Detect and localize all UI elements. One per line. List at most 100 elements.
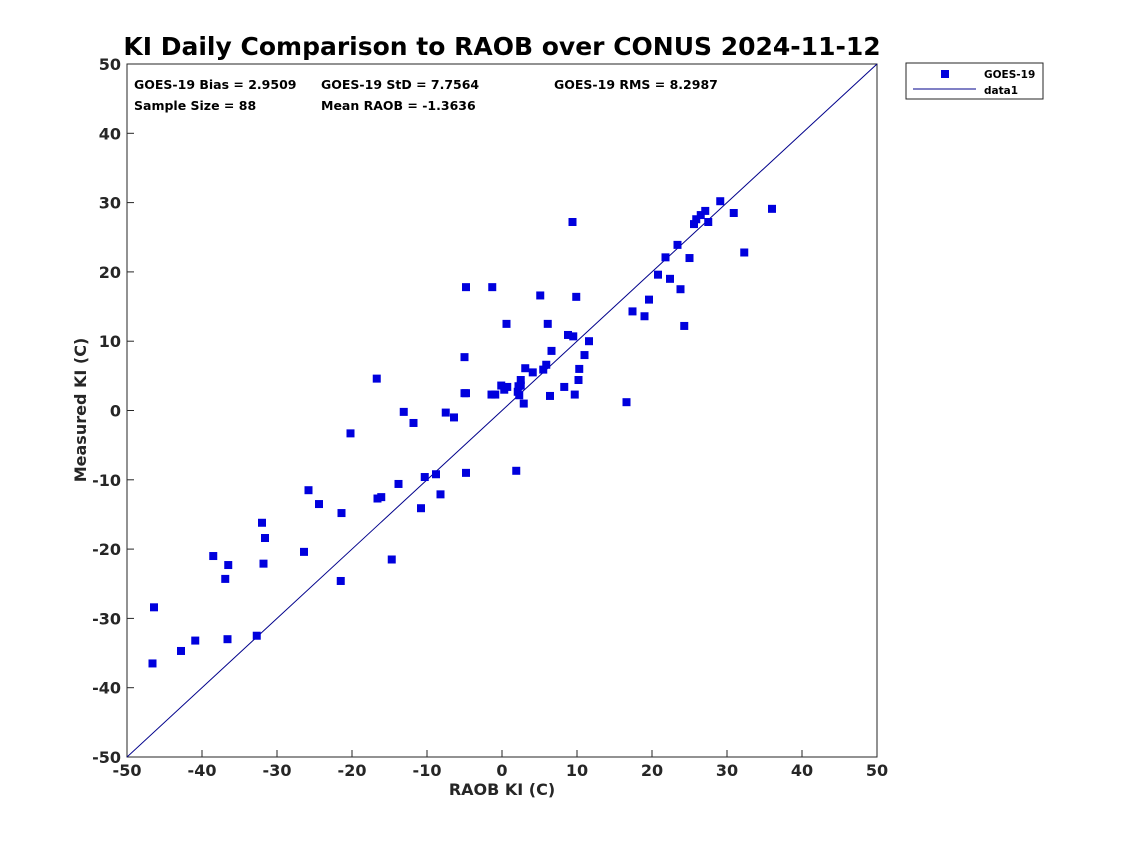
data-point [209,552,218,561]
data-point [491,390,500,399]
data-point [502,319,511,328]
data-point [729,208,738,217]
data-point [394,479,403,488]
data-point [569,332,578,341]
x-axis-label: RAOB KI (C) [449,780,555,799]
data-point [462,468,470,477]
reference-line [126,63,878,758]
x-tick-label: -30 [263,761,292,780]
data-point [536,291,545,300]
data-point [628,307,637,316]
y-tick-label: 20 [99,263,121,282]
data-point [409,418,418,427]
y-axis-label: Measured KI (C) [71,338,90,483]
data-point [680,321,689,330]
legend: GOES-19 data1 [905,62,1044,100]
legend-label-data1: data1 [984,85,1018,97]
data-point [387,555,396,564]
data-points [148,197,776,668]
data-point [716,197,725,206]
data-point [564,330,572,339]
data-point [150,603,158,612]
y-tick-label: 0 [110,402,121,421]
data-point [191,636,200,645]
legend-marker-goes19 [941,70,949,78]
data-point [462,283,470,292]
data-point [377,493,386,502]
data-point [503,382,512,391]
data-point [539,365,548,374]
data-point [337,509,346,518]
x-tick-label: -10 [413,761,442,780]
stat-rms: GOES-19 RMS = 8.2987 [554,77,718,92]
data-point [570,390,579,399]
data-point [441,408,450,417]
x-tick-label: 50 [866,761,888,780]
data-point [304,486,313,495]
data-point [580,351,589,360]
data-point [740,248,749,257]
y-tick-label: -40 [92,679,121,698]
data-point [690,220,698,229]
stat-mean-raob: Mean RAOB = -1.3636 [321,98,476,113]
data-point [512,466,521,475]
y-tick-label: 40 [99,124,121,143]
y-tick-label: -30 [92,609,121,628]
data-point [336,576,345,585]
data-point [661,253,670,262]
x-tick-label: -20 [338,761,367,780]
data-point [685,254,694,263]
data-point [223,635,232,644]
data-point [432,470,440,479]
x-tick-label: 20 [641,761,663,780]
data-point [436,490,445,499]
x-tick-label: 30 [716,761,738,780]
data-point [346,429,355,438]
data-point [575,364,584,373]
data-point [259,559,268,568]
data-point [568,218,577,227]
data-point [315,500,323,509]
data-point [148,659,157,668]
legend-label-goes19: GOES-19 [984,69,1035,81]
data-point [399,407,408,416]
data-point [666,274,674,283]
data-point [542,360,551,369]
data-point [622,398,631,407]
data-point [704,218,713,227]
y-tick-label: -10 [92,471,121,490]
data-point [547,346,556,355]
y-tick-label: 10 [99,332,121,351]
data-point [450,413,458,422]
data-point [519,399,528,408]
data-point [574,376,583,385]
data-point [460,389,469,398]
data-point [546,391,554,400]
data-point [497,381,506,390]
axis-ticks: -50 -40 -30 -20 -10 0 10 20 30 40 50 -50 -40 -30 -20 -1… [92,55,888,780]
legend-box [905,62,1044,100]
data-point [258,518,266,527]
data-point [372,374,381,383]
data-point [417,504,425,513]
data-point [645,295,653,304]
data-point [177,646,185,655]
data-point [252,631,261,640]
data-point [696,211,705,220]
y-tick-label: -50 [92,748,121,767]
stat-std: GOES-19 StD = 7.7564 [321,77,479,92]
y-tick-label: -20 [92,540,121,559]
data-point [528,368,537,377]
data-point [701,206,710,215]
data-point [640,312,649,321]
data-point [460,353,469,362]
data-point [572,292,581,301]
data-point [515,391,524,400]
data-point [560,382,569,391]
data-point [768,204,776,213]
data-point [488,283,497,292]
x-tick-label: 40 [791,761,813,780]
data-point [420,473,429,482]
stat-sample-size: Sample Size = 88 [134,98,256,113]
